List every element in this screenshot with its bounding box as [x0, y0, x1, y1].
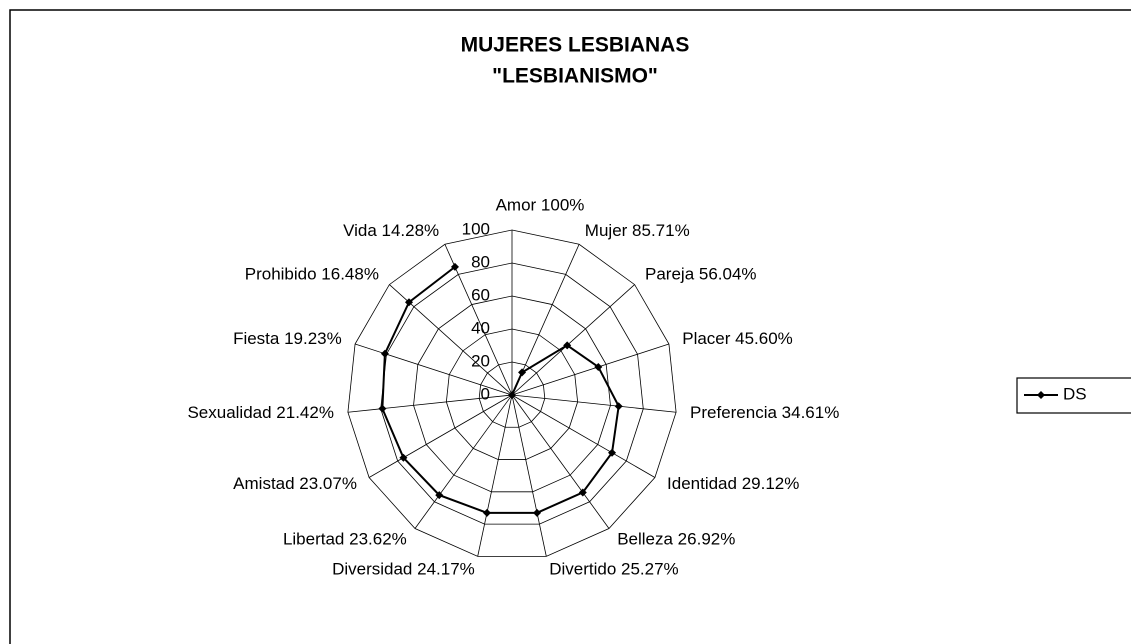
data-point [518, 368, 527, 377]
category-label: Amistad 23.07% [233, 474, 357, 493]
r-tick-label: 60 [471, 285, 490, 304]
data-point [508, 391, 516, 399]
category-label: Pareja 56.04% [645, 265, 757, 284]
r-tick-label: 20 [471, 351, 490, 370]
category-label: Divertido 25.27% [549, 560, 678, 579]
category-label: Sexualidad 21.42% [187, 403, 334, 422]
category-label: Prohibido 16.48% [245, 265, 379, 284]
category-label: Diversidad 24.17% [332, 560, 475, 579]
category-label: Placer 45.60% [682, 329, 793, 348]
category-label: Belleza 26.92% [617, 529, 735, 548]
data-point [594, 362, 603, 371]
category-label: Preferencia 34.61% [690, 403, 839, 422]
spoke [511, 284, 635, 396]
r-tick-label: 80 [471, 252, 490, 271]
spoke [347, 394, 513, 413]
data-point [608, 448, 617, 457]
chart-title: "LESBIANISMO" [492, 65, 658, 88]
legend-marker [1037, 391, 1045, 399]
category-label: Vida 14.28% [343, 221, 439, 240]
data-point [405, 298, 414, 307]
data-point [614, 402, 623, 411]
category-label: Libertad 23.62% [283, 529, 407, 548]
data-point [533, 508, 542, 517]
r-tick-label: 0 [481, 384, 490, 403]
grid-ring [413, 295, 611, 493]
spoke [511, 394, 656, 478]
grid-ring [347, 229, 677, 557]
data-point [450, 262, 459, 271]
data-point [578, 488, 587, 497]
spoke [414, 394, 513, 529]
grid-ring [445, 328, 579, 460]
category-label: Identidad 29.12% [667, 474, 799, 493]
data-point [378, 404, 387, 413]
chart-border [9, 9, 1131, 644]
spoke [368, 394, 513, 478]
spoke [354, 343, 513, 396]
category-label: Fiesta 19.23% [233, 329, 342, 348]
legend-label: DS [1063, 384, 1087, 403]
data-point [482, 508, 491, 517]
data-point [380, 349, 389, 358]
r-tick-label: 100 [462, 219, 490, 238]
grid-ring [380, 262, 644, 525]
grid-ring [478, 361, 546, 428]
spoke [511, 394, 610, 529]
chart-title: MUJERES LESBIANAS [461, 34, 690, 57]
data-point [399, 453, 408, 462]
data-point [435, 491, 444, 500]
category-label: Mujer 85.71% [585, 221, 690, 240]
spoke [511, 394, 677, 413]
spoke [477, 394, 513, 557]
category-label: Amor 100% [496, 195, 585, 214]
r-tick-label: 40 [471, 318, 490, 337]
spoke [511, 343, 670, 396]
spoke [511, 394, 547, 557]
data-point [563, 341, 572, 350]
